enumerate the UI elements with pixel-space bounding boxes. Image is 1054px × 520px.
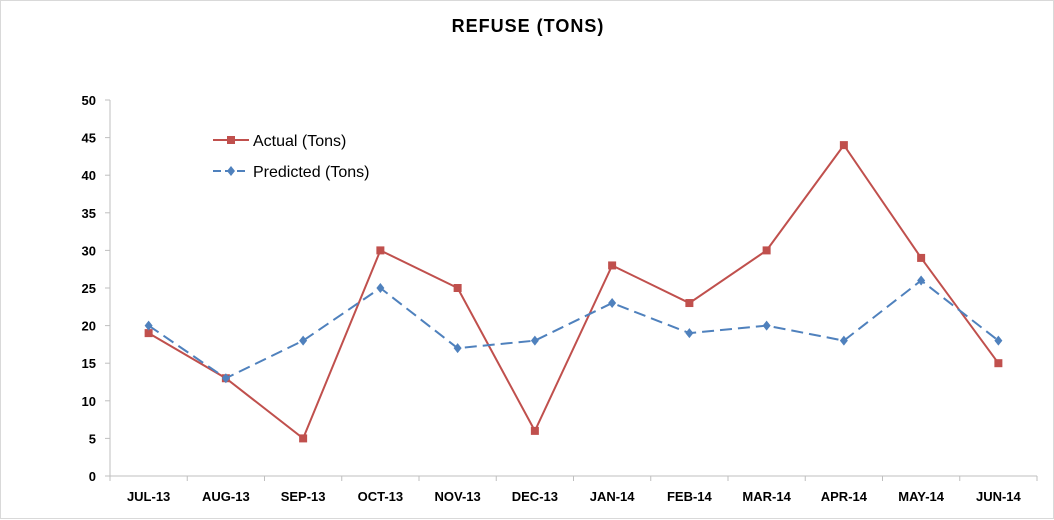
series-line [148,143,1000,440]
y-tick-label: 25 [82,281,96,296]
x-tick-label: SEP-13 [281,489,326,504]
data-point-marker [376,283,385,293]
data-point-marker [453,343,462,354]
y-tick-label: 10 [82,394,96,409]
data-point-marker [530,426,539,435]
data-point-marker [530,335,539,346]
data-point-marker [608,298,617,309]
y-tick-label: 0 [89,469,96,484]
data-point-marker [144,320,153,331]
series-line [148,279,999,380]
data-point-marker [762,246,771,255]
series-layer [144,141,1003,443]
data-point-marker [762,320,771,331]
axes: 0 5 10 15 20 25 30 35 40 45 50 JUL-13 AUG-13 SEP-13 OC… [82,93,1038,504]
y-tick-label: 35 [82,206,96,221]
x-tick-label: DEC-13 [512,489,558,504]
data-point-marker [917,253,926,262]
x-tick-label: NOV-13 [435,489,481,504]
y-tick-label: 20 [82,319,96,334]
data-point-marker [221,373,230,384]
series-actual [144,141,1003,443]
legend-item: Predicted (Tons) [213,164,370,181]
data-point-marker [453,284,462,292]
x-tick-label: AUG-13 [202,489,250,504]
data-point-marker [839,335,848,346]
data-point-marker [994,359,1003,368]
y-tick-label: 15 [82,356,96,371]
chart-title: REFUSE (TONS) [452,16,605,36]
data-point-marker [144,329,153,338]
series-predicted [144,275,1003,384]
x-tick-label: JUN-14 [976,489,1022,504]
x-tick-label: MAR-14 [742,489,791,504]
x-tick-label: FEB-14 [667,489,713,504]
x-tick-label: OCT-13 [358,489,404,504]
y-tick-label: 50 [82,93,96,108]
x-tick-label: JAN-14 [590,489,636,504]
legend-label: Predicted (Tons) [253,164,370,181]
legend-label: Actual (Tons) [253,133,346,150]
x-tick-label: JUL-13 [127,489,170,504]
legend-marker [227,166,235,176]
y-tick-label: 40 [82,168,96,183]
y-tick-label: 30 [82,243,96,258]
data-point-marker [685,328,694,339]
data-point-marker [608,261,617,270]
data-point-marker [994,335,1003,346]
data-point-marker [839,141,848,150]
data-point-marker [299,335,308,346]
x-tick-label: MAY-14 [898,489,945,504]
data-point-marker [917,275,926,286]
legend-marker [227,136,235,144]
x-tick-label: APR-14 [821,489,868,504]
y-tick-label: 5 [89,431,96,446]
data-point-marker [685,299,694,308]
y-tick-label: 45 [82,131,96,146]
legend: Actual (Tons) Predicted (Tons) [213,133,370,181]
legend-item: Actual (Tons) [213,133,346,150]
data-point-marker [299,434,308,443]
data-point-marker [376,246,385,255]
